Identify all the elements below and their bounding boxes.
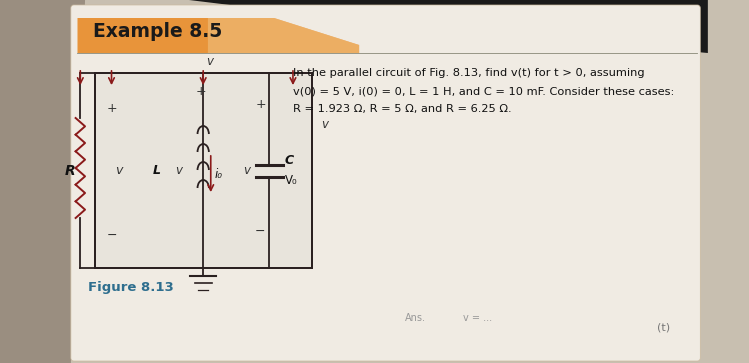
Text: +: +	[195, 85, 206, 98]
Text: +: +	[255, 98, 266, 111]
Polygon shape	[208, 18, 359, 53]
Text: −: −	[107, 228, 118, 241]
FancyBboxPatch shape	[71, 5, 700, 361]
Text: C: C	[285, 154, 294, 167]
Text: v = ...: v = ...	[463, 313, 492, 323]
Text: Figure 8.13: Figure 8.13	[88, 281, 174, 294]
Text: +: +	[107, 102, 118, 114]
Text: −: −	[255, 225, 266, 238]
Text: i₀: i₀	[214, 168, 222, 182]
Text: Ans.: Ans.	[404, 313, 425, 323]
Polygon shape	[189, 0, 708, 53]
Text: v: v	[206, 55, 213, 68]
Text: v: v	[115, 164, 123, 178]
Polygon shape	[0, 0, 85, 363]
FancyBboxPatch shape	[94, 73, 312, 268]
Text: v: v	[175, 164, 182, 178]
Text: v(0) = 5 V, i(0) = 0, L = 1 H, and C = 10 mF. Consider these cases:: v(0) = 5 V, i(0) = 0, L = 1 H, and C = 1…	[293, 86, 674, 96]
Text: V₀: V₀	[285, 174, 297, 187]
Text: (t): (t)	[657, 323, 670, 333]
Text: L: L	[153, 164, 161, 178]
Text: R: R	[64, 164, 75, 178]
Text: R = 1.923 Ω, R = 5 Ω, and R = 6.25 Ω.: R = 1.923 Ω, R = 5 Ω, and R = 6.25 Ω.	[293, 104, 512, 114]
Text: Example 8.5: Example 8.5	[93, 22, 222, 41]
Text: In the parallel circuit of Fig. 8.13, find v(t) for t > 0, assuming: In the parallel circuit of Fig. 8.13, fi…	[293, 68, 645, 78]
Polygon shape	[77, 18, 359, 53]
Text: v: v	[321, 118, 328, 131]
Text: v: v	[243, 164, 250, 178]
